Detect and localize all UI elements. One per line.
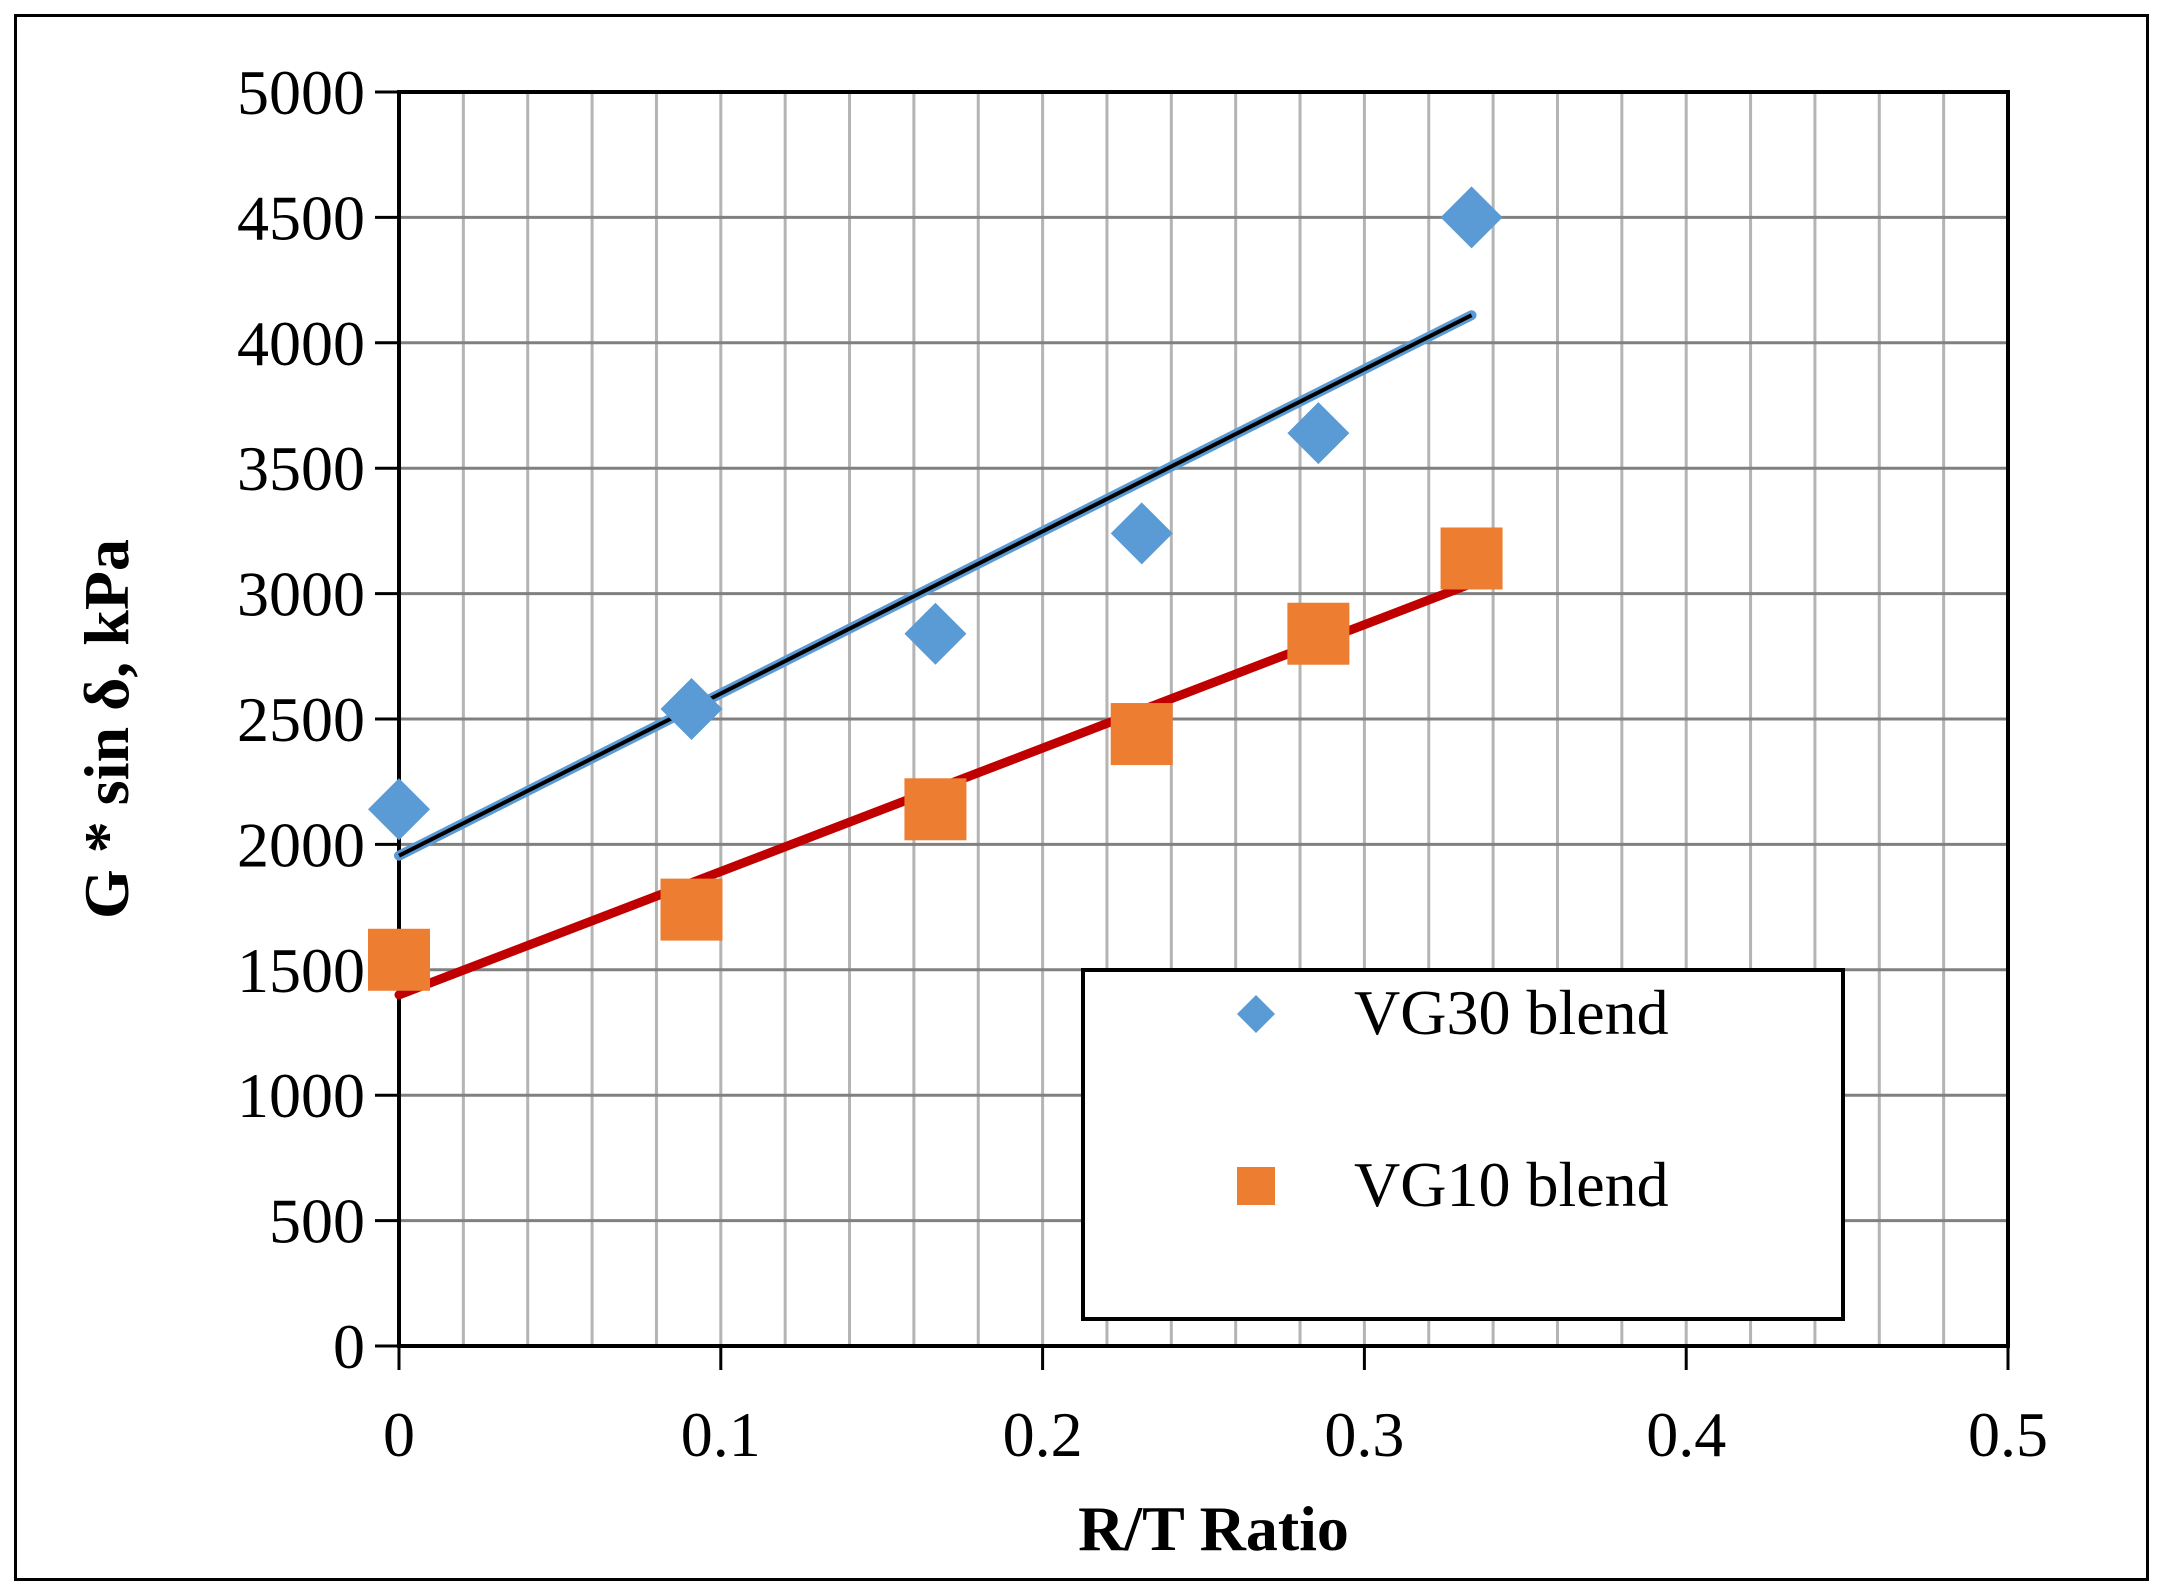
trendline-vg30 (398, 313, 1473, 858)
data-point-vg30 (660, 677, 723, 740)
data-point-vg30 (1287, 402, 1350, 465)
y-tick-label: 2500 (237, 684, 365, 755)
x-tick-label: 0.1 (681, 1399, 761, 1470)
y-tick-label: 500 (269, 1186, 365, 1257)
legend-square-icon (1237, 1167, 1275, 1205)
x-axis-title: R/T Ratio (1078, 1493, 1349, 1564)
legend-diamond-icon (1237, 995, 1275, 1033)
y-tick-label: 4000 (237, 308, 365, 379)
legend-box (1081, 968, 1845, 1321)
data-point-vg30 (1110, 502, 1173, 565)
x-tick-label: 0.2 (1003, 1399, 1083, 1470)
legend-marker-vg10 (1237, 1167, 1275, 1205)
y-tick-label: 4500 (237, 182, 365, 253)
data-point-vg10 (1440, 527, 1503, 590)
y-tick-label: 2000 (237, 809, 365, 880)
x-tick-label: 0.3 (1324, 1399, 1404, 1470)
legend-label-vg30: VG30 blend (1354, 977, 1669, 1048)
data-point-vg30 (1440, 186, 1503, 249)
legend-label-vg10: VG10 blend (1354, 1149, 1669, 1220)
x-tick-label: 0.4 (1646, 1399, 1726, 1470)
data-point-vg10 (1287, 602, 1350, 665)
data-point-vg30 (904, 602, 967, 665)
y-tick-label: 1000 (237, 1060, 365, 1131)
y-axis-title: G * sin δ, kPa (71, 539, 142, 919)
data-point-vg10 (660, 878, 723, 941)
legend-marker-vg30 (1237, 995, 1275, 1033)
y-tick-label: 0 (333, 1311, 365, 1382)
data-markers (368, 186, 1503, 991)
y-tick-label: 3500 (237, 433, 365, 504)
y-tick-label: 1500 (237, 935, 365, 1006)
y-tick-label: 5000 (237, 57, 365, 128)
y-tick-label: 3000 (237, 559, 365, 630)
data-point-vg10 (1110, 703, 1173, 766)
data-point-vg10 (904, 778, 967, 841)
legend: VG30 blend VG10 blend (1081, 968, 1845, 1321)
x-tick-label: 0.5 (1968, 1399, 2048, 1470)
data-point-vg10 (368, 928, 430, 991)
x-tick-label: 0 (383, 1399, 415, 1470)
axis-ticks: 0 500 1000 1500 2000 2500 3000 3500 4000 4500 5000… (237, 57, 2048, 1470)
data-point-vg30 (368, 778, 430, 841)
